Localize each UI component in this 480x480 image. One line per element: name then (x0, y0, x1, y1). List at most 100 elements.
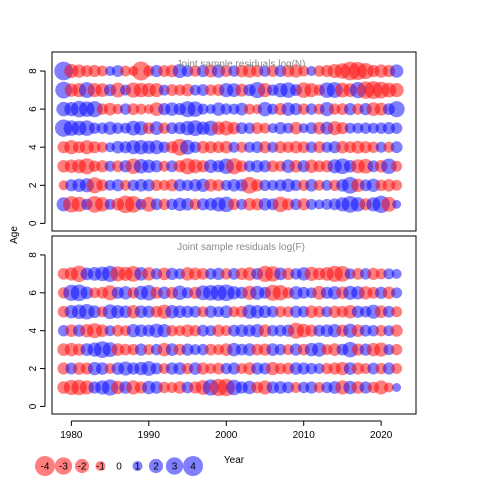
residual-bubble (212, 179, 225, 192)
residual-bubble (312, 342, 327, 357)
residual-bubble (150, 160, 163, 173)
legend-label: -4 (41, 462, 50, 473)
residual-bubble (313, 179, 325, 191)
residual-bubble (197, 324, 209, 337)
y-tick-label: 0 (28, 220, 39, 226)
residual-bubble (96, 160, 109, 173)
residual-bubble (274, 343, 287, 356)
residual-bubble (88, 141, 101, 154)
residual-bubble (289, 121, 303, 135)
residual-bubble (381, 158, 397, 175)
residual-bubble (274, 122, 287, 135)
residual-bubble (204, 343, 217, 356)
residual-bubble (219, 305, 233, 319)
residual-bubble (111, 324, 124, 337)
residual-bubble (158, 381, 170, 394)
residual-bubble (305, 103, 318, 115)
legend-bubble (95, 461, 106, 471)
residual-bubble (219, 140, 233, 154)
residual-bubble (103, 102, 117, 116)
residual-bubble (124, 195, 142, 213)
residual-bubble (257, 101, 273, 117)
residual-bubble (375, 268, 387, 280)
residual-bubble (189, 344, 201, 356)
x-tick-label: 2000 (215, 430, 238, 441)
residual-bubble (391, 287, 403, 299)
residual-bubble (220, 103, 232, 115)
residual-bubble (96, 65, 108, 77)
residual-bubble (259, 122, 271, 134)
residual-bubble (381, 196, 397, 212)
legend-label: -1 (96, 462, 105, 473)
residual-bubble (274, 306, 287, 318)
residual-bubble (321, 179, 333, 191)
residual-bubble (111, 65, 124, 77)
legend-bubble (54, 457, 73, 475)
y-tick-label: 6 (28, 106, 39, 112)
legend-label: 2 (153, 462, 159, 473)
residual-bubble (227, 362, 241, 375)
y-tick-label: 0 (28, 403, 39, 409)
residual-bubble (197, 103, 209, 115)
size-legend: -4 -3 -2 -1 0 1 2 3 4 (35, 456, 203, 476)
y-tick-label: 8 (28, 68, 39, 74)
residual-bubble (282, 381, 295, 394)
residual-bubble (305, 178, 318, 192)
residual-bubble (383, 344, 395, 356)
residual-bubble (181, 83, 194, 97)
residual-bubble (374, 342, 389, 357)
residual-bubble (391, 160, 403, 172)
residual-bubble (391, 363, 403, 375)
residual-bubble (298, 65, 310, 77)
residual-bubble (297, 286, 310, 299)
residual-bubble (367, 122, 379, 134)
residual-bubble (120, 179, 132, 191)
legend-bubble (165, 457, 184, 475)
y-tick-label: 4 (28, 327, 39, 333)
residual-bubble (313, 305, 326, 318)
residual-bubble (166, 324, 178, 337)
panel-2-frame (51, 235, 417, 415)
residual-bubble (344, 122, 356, 134)
residual-bubble (297, 198, 310, 211)
residual-bubble (383, 382, 394, 393)
residual-bubble (88, 64, 101, 78)
axes-layer: 0 2 4 6 8 0 2 4 6 8 1980 1990 2000 2010 2020 (28, 51, 417, 441)
residual-bubble (388, 101, 405, 118)
legend-label: -2 (78, 462, 87, 473)
residual-bubble (96, 324, 109, 337)
residual-bubble (313, 382, 325, 393)
residual-bubble (392, 199, 402, 209)
residual-bubble (336, 122, 349, 135)
residual-bubble (88, 305, 101, 319)
residual-bubble (390, 122, 403, 134)
panel-1-bubbles (54, 61, 405, 214)
y-tick-label: 4 (28, 144, 39, 150)
residual-bubble (390, 343, 403, 356)
legend-label: 1 (135, 462, 141, 473)
residual-bubble (375, 141, 387, 153)
residual-bubble (196, 362, 210, 375)
residual-bubble (389, 64, 404, 78)
y-axis-title: Age (9, 226, 20, 244)
residual-bubble (228, 141, 240, 153)
residual-bubble (391, 179, 403, 191)
residual-bubble (391, 306, 403, 318)
x-tick-label: 1980 (60, 430, 83, 441)
legend-bubble (183, 456, 203, 476)
residual-bubble (135, 103, 147, 115)
residual-bubble (374, 380, 389, 395)
residual-bubble (244, 103, 255, 115)
residual-bubble (150, 179, 163, 191)
residual-bubble (127, 103, 140, 116)
residual-bubble (383, 268, 395, 280)
residual-bubble (390, 141, 403, 154)
residual-bubble (228, 198, 240, 211)
legend-bubble (148, 458, 164, 474)
residual-bubble (235, 102, 249, 116)
residual-bubble (96, 362, 109, 375)
legend-label: 4 (190, 462, 196, 473)
residual-bubble (389, 83, 404, 98)
residual-bubble (375, 324, 387, 337)
